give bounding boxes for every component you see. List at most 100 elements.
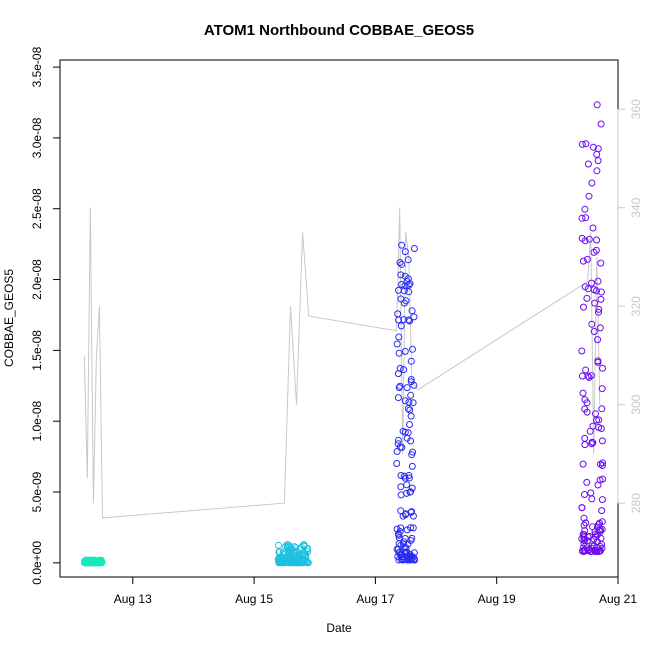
data-point (581, 434, 589, 442)
data-point (586, 427, 594, 435)
data-point (593, 416, 600, 424)
data-point (588, 495, 596, 503)
data-point (401, 347, 409, 355)
data-point (401, 282, 409, 290)
data-point (397, 507, 405, 515)
data-point (597, 425, 605, 432)
data-point (396, 382, 404, 390)
data-point (592, 246, 600, 254)
data-point (394, 310, 402, 318)
data-point (394, 436, 402, 444)
data-point (407, 357, 415, 365)
data-point (393, 340, 401, 348)
data-point (588, 279, 595, 287)
data-point (588, 179, 596, 187)
data-point (580, 303, 587, 311)
data-point (591, 299, 599, 307)
data-point (594, 336, 602, 344)
data-point (598, 507, 606, 515)
data-point (401, 543, 409, 551)
data-point (582, 366, 590, 374)
data-point (585, 373, 593, 381)
data-point (593, 236, 601, 244)
data-point (585, 532, 593, 540)
data-point (395, 349, 403, 357)
data-point (596, 324, 604, 332)
data-point (410, 381, 418, 389)
data-point (300, 542, 308, 550)
data-point (596, 476, 604, 484)
data-point (581, 441, 589, 449)
data-point (291, 547, 299, 555)
data-point (400, 555, 408, 563)
data-point (395, 540, 403, 548)
data-point (582, 519, 590, 527)
data-point (591, 530, 599, 538)
data-point (403, 384, 411, 392)
data-point (598, 496, 606, 504)
data-point (595, 416, 603, 424)
data-point (597, 120, 605, 128)
data-point (83, 558, 91, 565)
data-point (397, 271, 405, 279)
data-point (403, 277, 411, 285)
data-point (406, 421, 413, 428)
data-point (596, 526, 604, 534)
data-point (593, 167, 601, 175)
data-point (398, 281, 406, 288)
y-left-tick-label: 0.0e+00 (30, 541, 44, 585)
data-point (394, 370, 402, 378)
data-point (597, 460, 604, 468)
data-point (401, 397, 409, 405)
y-right-tick-label: 320 (629, 296, 643, 316)
data-point (404, 405, 412, 413)
data-point (595, 308, 602, 316)
data-point (400, 316, 408, 324)
data-point (406, 488, 414, 496)
data-point (403, 481, 411, 489)
data-point (578, 504, 586, 512)
data-point (594, 357, 602, 365)
data-point (593, 150, 601, 158)
data-point (86, 559, 94, 567)
data-point (588, 320, 596, 328)
y-left-tick-label: 2.5e-08 (30, 188, 44, 229)
y-axis-left: 0.0e+00 5.0e-09 1.0e-08 1.5e-08 2.0e-08 2.5e-… (30, 46, 61, 585)
data-point (396, 528, 404, 535)
series-line (83, 207, 601, 519)
data-point (400, 472, 408, 480)
data-point (594, 157, 602, 165)
data-point (397, 524, 405, 532)
x-tick-label: Aug 13 (114, 592, 152, 606)
data-point (287, 555, 295, 563)
data-point (275, 541, 282, 549)
data-point (395, 316, 402, 324)
data-point (578, 234, 586, 242)
data-point (598, 385, 606, 393)
data-point (585, 192, 593, 200)
data-point (598, 437, 606, 445)
data-point (276, 548, 284, 556)
data-point (578, 214, 586, 222)
data-point (397, 322, 405, 330)
data-point (598, 405, 606, 413)
data-point (98, 558, 106, 566)
data-point (398, 443, 406, 451)
data-point (407, 391, 415, 399)
data-point (587, 489, 595, 497)
data-point (583, 294, 591, 302)
data-point (397, 483, 405, 491)
x-tick-label: Aug 21 (599, 592, 637, 606)
data-point (398, 260, 406, 268)
data-point (581, 491, 588, 498)
data-point (581, 396, 589, 404)
data-point (579, 460, 587, 468)
data-point (284, 543, 292, 551)
data-point (590, 542, 598, 550)
data-point (583, 544, 591, 552)
data-point (578, 535, 586, 543)
data-point (580, 514, 588, 522)
y-left-tick-label: 1.0e-08 (30, 401, 44, 442)
data-point (578, 547, 586, 555)
data-point (408, 484, 416, 492)
